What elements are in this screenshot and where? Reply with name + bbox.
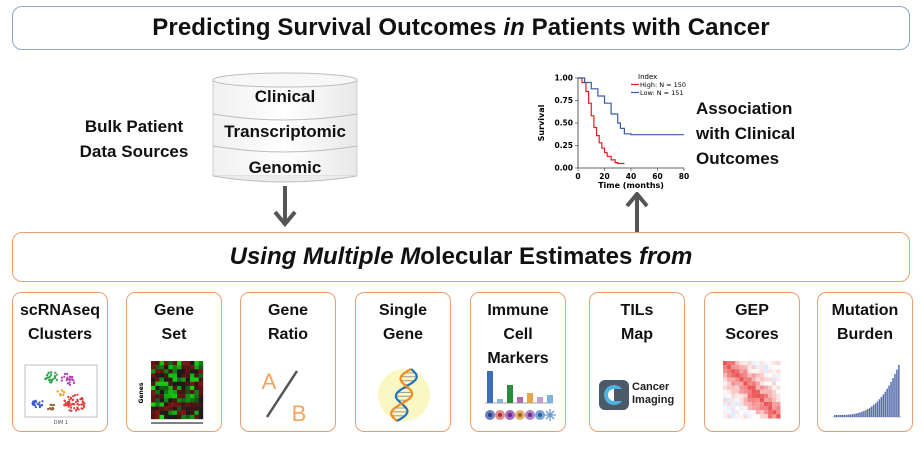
legend-entry: Low: N = 151 xyxy=(640,89,684,97)
km-series-line-1 xyxy=(578,77,684,136)
card-immune-cell-markers: Immune Cell Markers xyxy=(470,292,566,432)
y-tick-label: 0.00 xyxy=(554,164,573,173)
card-scrnaseq-clusters: scRNAseq Clusters DIM 1 xyxy=(12,292,108,432)
molecular-estimates-title: Using Multiple Molecular Estimates from xyxy=(229,243,693,270)
mutation-burden-bars-icon xyxy=(832,365,902,418)
x-tick-label: 60 xyxy=(652,172,662,181)
ratio-letter-b: B xyxy=(292,401,307,425)
ratio-letter-a: A xyxy=(262,369,277,394)
svg-text:Genes: Genes xyxy=(138,382,145,403)
bulk-data-sources-label: Bulk Patient Data Sources xyxy=(79,117,189,161)
heatmap-icon: Genes xyxy=(138,361,204,424)
legend-title: Index xyxy=(638,73,657,81)
gene-ratio-icon: A B xyxy=(262,369,307,425)
x-axis-label: Time (months) xyxy=(598,181,664,190)
db-layer-transcriptomic: Transcriptomic xyxy=(224,122,346,141)
card-gep-scores: GEP Scores xyxy=(704,292,800,432)
card-mutation-burden: Mutation Burden xyxy=(817,292,913,432)
main-title: Predicting Survival Outcomes in Patients… xyxy=(152,14,770,41)
cancer-imaging-text: Cancer Imaging xyxy=(632,381,675,406)
y-tick-label: 0.50 xyxy=(554,119,573,128)
card-label: Single Gene xyxy=(378,302,427,343)
y-tick-label: 1.00 xyxy=(554,74,573,83)
database-stack: Clinical Transcriptomic Genomic xyxy=(212,72,358,184)
db-layer-clinical: Clinical xyxy=(254,87,316,106)
database-cylinder-icon xyxy=(212,72,358,183)
card-single-gene: Single Gene xyxy=(355,292,451,432)
umap-scatter-icon: DIM 1 xyxy=(24,364,98,425)
db-layer-genomic: Genomic xyxy=(248,158,322,177)
x-tick-label: 80 xyxy=(679,172,689,181)
x-tick-label: 40 xyxy=(626,172,636,181)
y-tick-label: 0.75 xyxy=(554,96,573,105)
x-tick-label: 20 xyxy=(599,172,609,181)
arrow-down-icon xyxy=(273,186,297,228)
x-tick-label: 0 xyxy=(575,172,580,181)
arrow-up-icon xyxy=(625,192,649,232)
card-label: Gene Ratio xyxy=(267,302,308,343)
correlation-matrix-icon xyxy=(723,361,781,419)
card-tils-map: TILs Map Cancer Imaging xyxy=(589,292,685,432)
card-label: Mutation Burden xyxy=(831,302,899,343)
y-tick-label: 0.25 xyxy=(554,141,573,150)
svg-text:DIM 1: DIM 1 xyxy=(54,420,68,425)
clinical-outcomes-label: Association with Clinical Outcomes xyxy=(696,99,796,168)
km-series-line-0 xyxy=(578,77,625,165)
kaplan-meier-chart: 0.00 0.25 0.50 0.75 1.00 0 20 40 60 80 Time (month… xyxy=(537,73,689,190)
card-label: TILs Map xyxy=(620,302,654,343)
card-label: Immune Cell Markers xyxy=(487,302,549,367)
card-label: scRNAseq Clusters xyxy=(19,302,101,343)
y-axis-label: Survival xyxy=(537,104,546,141)
molecular-estimates-box: Using Multiple Molecular Estimates from xyxy=(12,232,910,282)
card-gene-ratio: Gene Ratio A B xyxy=(240,292,336,432)
legend-entry: High: N = 150 xyxy=(640,81,686,89)
immune-markers-icon xyxy=(485,371,556,421)
cancer-imaging-logo-icon xyxy=(599,380,629,410)
card-label: GEP Scores xyxy=(725,302,779,343)
card-label: Gene Set xyxy=(153,302,194,343)
main-title-box: Predicting Survival Outcomes in Patients… xyxy=(12,6,910,50)
card-gene-set: Gene Set Genes xyxy=(126,292,222,432)
dna-helix-icon xyxy=(378,368,430,422)
